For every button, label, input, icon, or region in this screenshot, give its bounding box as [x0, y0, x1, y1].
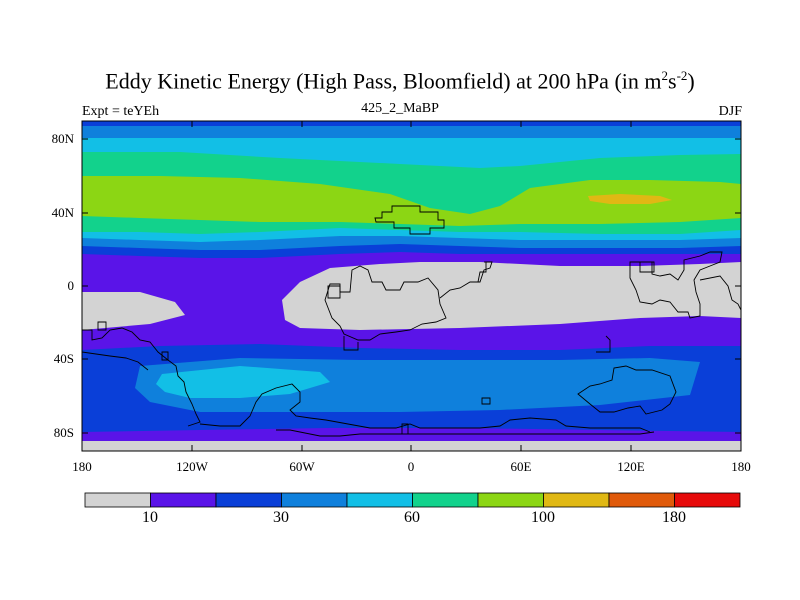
- lon-label-60w: 60W: [289, 459, 315, 474]
- colorbar-label: 10: [142, 509, 158, 526]
- lat-label-40n: 40N: [51, 205, 74, 220]
- contour-field: [82, 121, 741, 451]
- lon-label-180e: 180: [731, 459, 751, 474]
- axis-ticks: [81, 121, 741, 451]
- lat-label-40s: 40S: [53, 351, 74, 366]
- plot-subtitle: 425_2_MaBP: [361, 101, 439, 116]
- colorbar-swatch: [412, 492, 479, 508]
- colorbar-swatch: [674, 492, 741, 508]
- lat-label-80n: 80N: [51, 131, 74, 146]
- colorbar-swatch: [346, 492, 413, 508]
- season-label: DJF: [718, 104, 742, 119]
- colorbar-swatch: [150, 492, 217, 508]
- lat-label-80s: 80S: [53, 425, 74, 440]
- colorbar-label: 180: [662, 509, 686, 526]
- colorbar-label: 100: [531, 509, 555, 526]
- colorbar-swatch: [543, 492, 610, 508]
- lon-label-120w: 120W: [176, 459, 208, 474]
- coastlines: [82, 205, 741, 437]
- colorbar-label: 60: [404, 509, 420, 526]
- contour-level-6-north: [82, 176, 741, 226]
- lon-label-180w: 180: [72, 459, 92, 474]
- experiment-label: Expt = teYEh: [82, 104, 160, 119]
- lon-label-0: 0: [407, 459, 415, 474]
- plot-title: Eddy Kinetic Energy (High Pass, Bloomfie…: [105, 68, 695, 94]
- colorbar-swatch: [84, 492, 151, 508]
- colorbar-swatch: [608, 492, 675, 508]
- colorbar-swatch: [281, 492, 348, 508]
- lat-label-0: 0: [67, 278, 75, 293]
- contour-level-7-north: [588, 194, 672, 204]
- colorbar-swatch: [477, 492, 544, 508]
- contour-level-4-south: [156, 366, 330, 398]
- lon-label-120e: 120E: [617, 459, 645, 474]
- colorbar: [84, 492, 741, 508]
- colorbar-swatch: [215, 492, 282, 508]
- colorbar-label: 30: [273, 509, 289, 526]
- lon-label-60e: 60E: [510, 459, 532, 474]
